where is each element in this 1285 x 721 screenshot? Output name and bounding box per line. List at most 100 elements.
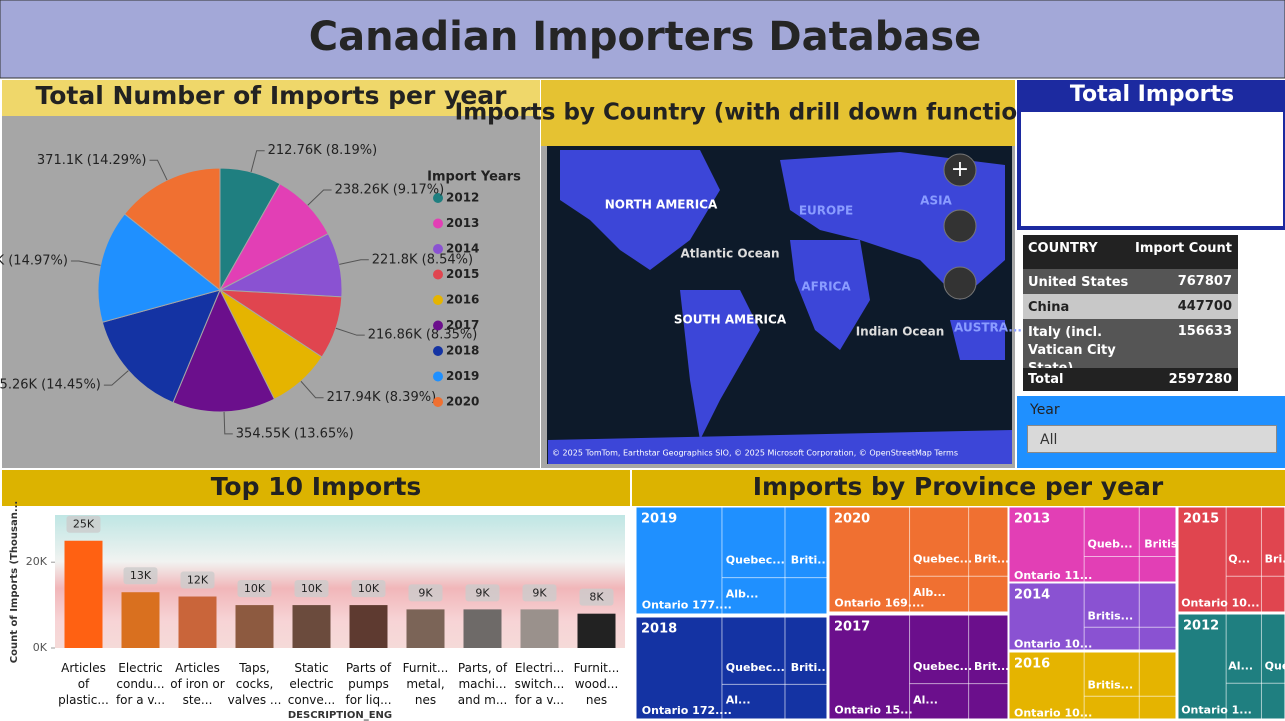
- y-axis-title: Count of Imports (Thousan...: [9, 501, 20, 663]
- treemap-group-label: 2015: [1183, 512, 1219, 527]
- zoom-in[interactable]: [943, 153, 977, 187]
- label-bg: [465, 584, 500, 602]
- table-total: Total: [1028, 372, 1064, 387]
- treemap-tile-label: Quebec...: [913, 660, 972, 673]
- legend-marker: [433, 320, 443, 331]
- data-label: 25K: [73, 518, 95, 531]
- legend-marker: [433, 269, 443, 280]
- leader-line: [70, 260, 101, 266]
- panel-header: [632, 470, 1285, 506]
- treemap-tile: [1008, 506, 1177, 583]
- page-title: Canadian Importers Database: [309, 14, 982, 60]
- treemap-tile: [828, 506, 1009, 613]
- treemap-tile-label: Al...: [726, 694, 751, 707]
- legend-label: 2016: [446, 293, 479, 307]
- label-bg: [237, 580, 272, 598]
- panel-header: [2, 470, 630, 506]
- data-label: 354.55K (13.65%): [236, 426, 354, 441]
- x-tick-label: Articles of iron or ste...: [170, 661, 225, 707]
- legend-label: 2015: [446, 267, 479, 281]
- treemap-tile-label: Britis...: [1087, 679, 1133, 692]
- treemap-tile-label: Ontario 10...: [1181, 597, 1259, 610]
- data-label: 212.76K (8.19%): [268, 143, 378, 158]
- table-cell: United States: [1028, 275, 1129, 290]
- treemap-tile: [828, 614, 1009, 720]
- map-land: [548, 150, 1012, 464]
- treemap-tile-label: Ontario 1...: [1181, 704, 1252, 717]
- map-attribution: © 2025 TomTom, Earthstar Geographics SIO…: [552, 449, 958, 458]
- legend-marker: [433, 295, 443, 305]
- legend-marker: [433, 397, 443, 407]
- legend-label: 2014: [446, 242, 479, 256]
- x-tick-label: Electri... switch... for a v...: [514, 661, 565, 707]
- pie-slice: [101, 289, 221, 404]
- bar: [235, 605, 274, 648]
- x-axis-title: DESCRIPTION_ENG: [288, 710, 392, 721]
- leader-line: [300, 380, 324, 399]
- map-label: ASIA: [920, 194, 952, 208]
- legend-label: 2019: [446, 369, 479, 383]
- data-label: 12K: [187, 574, 209, 587]
- data-label: 9K: [475, 586, 490, 599]
- label-bg: [579, 588, 614, 606]
- x-tick-label: Articles of plastic...: [58, 661, 109, 707]
- chart-title: Imports by Province per year: [753, 472, 1164, 501]
- treemap-tile-label: Britis...: [1087, 610, 1133, 623]
- map-label: Indian Ocean: [856, 325, 945, 339]
- legend-label: 2018: [446, 344, 479, 358]
- panel-header: [541, 80, 1015, 146]
- zoom-out[interactable]: [943, 209, 977, 243]
- treemap-tile: [1008, 651, 1177, 720]
- map-label: Atlantic Ocean: [680, 247, 779, 261]
- data-label: 10K: [358, 582, 380, 595]
- leader-line: [250, 150, 265, 173]
- label-bg: [522, 584, 557, 602]
- legend-label: 2013: [446, 216, 479, 230]
- treemap-tile-label: Ontario 169....: [834, 597, 924, 610]
- table-row: China 447700: [1023, 294, 1238, 319]
- chart-title: Total Number of Imports per year: [35, 81, 507, 110]
- treemap-tile-label: Al...: [913, 693, 938, 706]
- slicer-label: Year: [1030, 402, 1060, 418]
- year-dropdown[interactable]: All: [1027, 425, 1277, 453]
- column-header: Import Count: [1135, 241, 1232, 256]
- x-tick-label: Furnit... wood... nes: [573, 661, 620, 707]
- x-tick-label: Furnit... metal, nes: [402, 661, 449, 707]
- x-tick-label: Electric condu... for a v...: [115, 661, 166, 707]
- treemap-tile-label: Ontario 15...: [834, 704, 912, 717]
- leader-line: [223, 411, 233, 435]
- data-label: 8K: [589, 591, 604, 604]
- chart-title: Imports by Country (with drill down func…: [455, 100, 1102, 126]
- leader-line: [339, 259, 369, 265]
- y-tick-label: 0K: [33, 641, 48, 654]
- treemap-tile-label: Al...: [1228, 660, 1253, 673]
- legend-marker: [433, 193, 443, 203]
- x-tick-label: Parts of pumps for liq...: [345, 661, 392, 707]
- treemap-tile-label: Quebec...: [726, 661, 785, 674]
- treemap-tile-label: Ontario 172....: [642, 704, 732, 717]
- treemap-tile-label: Queb...: [1087, 538, 1132, 551]
- map-select[interactable]: [943, 266, 977, 300]
- data-label: 221.8K (8.54%): [372, 252, 473, 267]
- label-bg: [123, 567, 158, 585]
- treemap-tile: [1008, 582, 1177, 651]
- table-cell: 156633: [1177, 324, 1232, 339]
- bar: [577, 613, 616, 648]
- treemap-tile-label: Ontario 177....: [642, 598, 732, 611]
- bar: [349, 605, 388, 648]
- treemap-tile-label: Alb...: [726, 588, 759, 601]
- map-label: SOUTH AMERICA: [674, 313, 787, 327]
- treemap-tile-label: Ontario 11...: [1014, 569, 1092, 582]
- data-label: 371.1K (14.29%): [37, 153, 147, 168]
- data-label: 13K: [130, 569, 152, 582]
- treemap-tile-label: Quebec...: [726, 554, 785, 567]
- treemap-tile-label: Briti...: [791, 554, 830, 567]
- panel-header: [2, 80, 540, 116]
- label-bg: [408, 584, 443, 602]
- label-bg: [66, 515, 101, 533]
- treemap-group-label: 2014: [1014, 588, 1050, 603]
- legend-label: 2020: [446, 395, 479, 409]
- legend-marker: [433, 218, 443, 229]
